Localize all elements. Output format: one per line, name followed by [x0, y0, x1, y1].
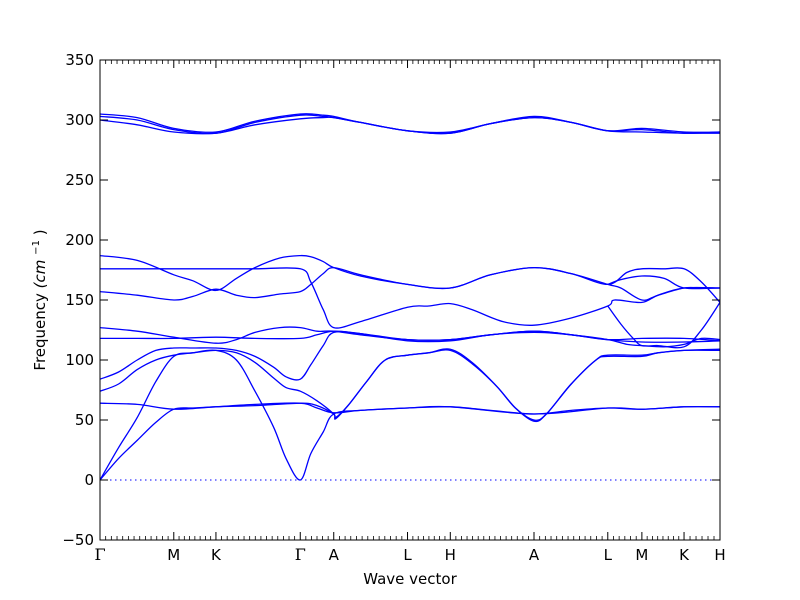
- phonon-bands: [99, 113, 721, 481]
- x-tick-label: M: [167, 546, 180, 564]
- y-tick-label: 200: [65, 231, 94, 249]
- phonon-branch: [100, 267, 721, 329]
- y-axis-title-text: Frequency: [31, 293, 49, 371]
- phonon-branch: [607, 275, 721, 290]
- y-tick-label: 150: [65, 291, 94, 309]
- y-tick-label: 250: [65, 171, 94, 189]
- phonon-branch: [99, 266, 720, 301]
- x-tick-label: H: [445, 546, 456, 564]
- y-tick-label: 100: [65, 351, 94, 369]
- x-tick-label: Γ: [94, 545, 105, 564]
- y-axis-title: Frequency (cm −1 ): [25, 229, 49, 370]
- phonon-branch: [99, 113, 721, 134]
- phonon-branch: [99, 349, 721, 423]
- y-axis-title-exponent: −1: [31, 240, 42, 255]
- x-tick-label: H: [714, 546, 725, 564]
- phonon-branch: [99, 254, 721, 303]
- y-ticks: −50 0 50 100 150 200 250 300 350: [62, 51, 720, 549]
- phonon-branch: [99, 402, 721, 481]
- y-tick-label: 50: [75, 411, 94, 429]
- plot-frame: [99, 59, 721, 541]
- x-tick-label: K: [211, 546, 222, 564]
- x-tick-label: M: [635, 546, 648, 564]
- x-tick-label: L: [403, 546, 412, 564]
- x-tick-label: A: [529, 546, 540, 564]
- minor-ticks: [105, 60, 715, 540]
- y-axis-title-unit: (cm: [31, 260, 49, 289]
- y-tick-label: 0: [84, 471, 94, 489]
- x-tick-label: L: [604, 546, 613, 564]
- y-axis-title-close: ): [31, 229, 49, 235]
- x-tick-label: K: [679, 546, 690, 564]
- y-tick-label: 350: [65, 51, 94, 69]
- y-tick-label: −50: [62, 531, 94, 549]
- x-axis-title: Wave vector: [363, 570, 457, 588]
- phonon-branch: [99, 349, 721, 481]
- phonon-branch: [99, 330, 721, 381]
- x-tick-label: A: [329, 546, 340, 564]
- phonon-branch: [99, 326, 721, 344]
- y-tick-label: 300: [65, 111, 94, 129]
- x-tick-label: Γ: [295, 545, 306, 564]
- phonon-branch: [607, 302, 721, 349]
- high-symmetry-markers: [99, 60, 721, 540]
